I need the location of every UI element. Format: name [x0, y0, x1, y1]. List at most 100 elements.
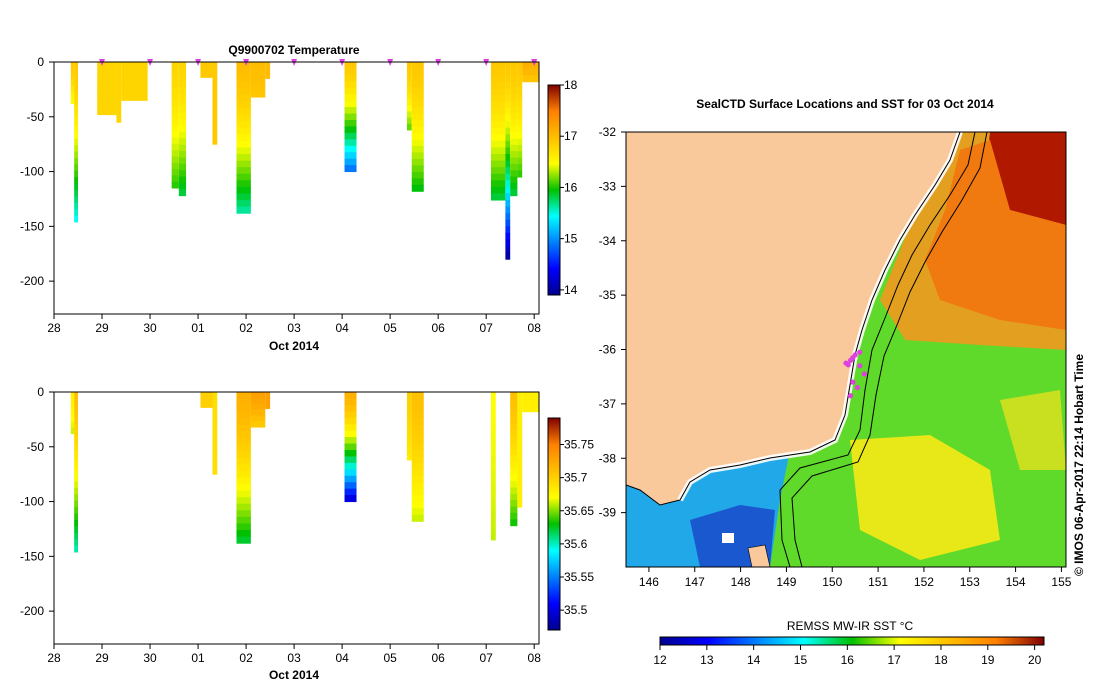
- profile-2: [200, 392, 213, 408]
- y-tick-label: -200: [20, 604, 44, 618]
- profile-cell: [344, 443, 357, 451]
- profile-cell: [236, 431, 251, 439]
- profile-cell: [236, 114, 251, 122]
- map-y-tick-label: -38: [599, 451, 617, 465]
- seal-location-marker: [861, 371, 867, 377]
- profile-cell: [121, 74, 148, 82]
- profile-cell: [490, 527, 496, 534]
- profile-cell: [70, 415, 75, 423]
- profile-cell: [116, 80, 122, 87]
- profile-cell: [406, 80, 412, 88]
- profile-cell: [236, 470, 251, 478]
- profile-cell: [517, 417, 523, 425]
- profile-cell: [505, 140, 511, 148]
- profile-cell: [411, 68, 424, 76]
- profile-cell: [510, 411, 518, 418]
- colorbar-tick-label: 35.65: [564, 504, 594, 518]
- profile-cell: [505, 246, 511, 254]
- profile-cell: [411, 126, 424, 134]
- profile-cell: [517, 164, 523, 172]
- profile-cell: [212, 467, 218, 475]
- profile-cell: [236, 405, 251, 413]
- profile-cell: [236, 516, 251, 524]
- profile-cell: [490, 140, 506, 148]
- profile-cell: [236, 134, 251, 142]
- profile-cell: [344, 450, 357, 457]
- y-tick-label: -100: [20, 165, 44, 179]
- profile-cell: [411, 469, 424, 477]
- map-colorbar-tick-label: 14: [747, 653, 761, 667]
- profile-cell: [411, 456, 424, 464]
- profile-cell: [74, 436, 79, 444]
- profile-cell: [212, 461, 218, 469]
- profile-cell: [236, 127, 251, 135]
- profile-cell: [490, 449, 496, 457]
- profile-cell: [265, 402, 271, 409]
- profile-cell: [200, 67, 213, 73]
- profile-cell: [510, 182, 518, 190]
- profile-cell: [517, 487, 523, 495]
- profile-cell: [236, 81, 251, 89]
- profile-cell: [517, 436, 523, 444]
- profile-16: [505, 62, 511, 260]
- profile-cell: [212, 68, 218, 76]
- profile-cell: [74, 487, 79, 495]
- profile-cell: [490, 134, 506, 142]
- profile-cell: [171, 125, 179, 132]
- profile-cell: [212, 74, 218, 82]
- profile-cell: [212, 93, 218, 101]
- profile-5: [171, 62, 179, 189]
- profile-cell: [490, 68, 506, 76]
- profile-cell: [505, 167, 511, 175]
- map-area: [626, 132, 1066, 567]
- land-patch-tasman: [722, 533, 734, 543]
- profile-cell: [411, 146, 424, 154]
- profile-cell: [74, 196, 79, 204]
- profile-cell: [490, 520, 496, 528]
- map-colorbar-ticks: 12 13 14 15 16 17 18 19 20: [653, 645, 1042, 667]
- profile-cell: [505, 75, 511, 83]
- profile-cell: [236, 398, 251, 406]
- profile-cell: [74, 462, 79, 470]
- profile-cell: [490, 417, 496, 425]
- profile-cell: [411, 87, 424, 95]
- profile-cell: [406, 111, 412, 119]
- profile-cell: [344, 158, 357, 166]
- profile-cell: [517, 455, 523, 463]
- profile-3: [212, 392, 218, 475]
- profile-cell: [522, 68, 539, 76]
- profile-cell: [411, 476, 424, 484]
- profile-cell: [250, 415, 266, 422]
- profile-cell: [411, 501, 424, 509]
- profile-cell: [171, 156, 179, 164]
- profile-19: [522, 62, 539, 83]
- profile-cell: [510, 506, 518, 514]
- colorbar-tick-label: 15: [564, 232, 578, 246]
- profile-cell: [70, 67, 75, 75]
- profile-cell: [116, 68, 122, 75]
- profile-cell: [70, 85, 75, 93]
- profile-cell: [344, 488, 357, 496]
- profile-cell: [70, 73, 75, 81]
- coast-line: [679, 132, 961, 501]
- profile-cell: [411, 463, 424, 471]
- profile-cell: [74, 481, 79, 489]
- profile-cell: [510, 392, 518, 399]
- profile-cell: [236, 140, 251, 148]
- profile-6: [265, 392, 271, 409]
- profile-cell: [406, 416, 412, 424]
- profile-cell: [74, 532, 79, 540]
- profile-cell: [517, 170, 523, 178]
- profile-cell: [510, 398, 518, 406]
- profile-cell: [505, 81, 511, 89]
- profile-cell: [406, 429, 412, 436]
- profile-cell: [510, 87, 518, 95]
- profile-cell: [344, 126, 357, 134]
- profile-cell: [406, 392, 412, 399]
- profile-cell: [510, 481, 518, 488]
- profile-cell: [116, 98, 122, 105]
- profile-cell: [250, 62, 266, 69]
- sst-orange-region: [925, 140, 1066, 330]
- map-colorbar-tick-label: 16: [841, 653, 855, 667]
- profile-cell: [74, 164, 79, 172]
